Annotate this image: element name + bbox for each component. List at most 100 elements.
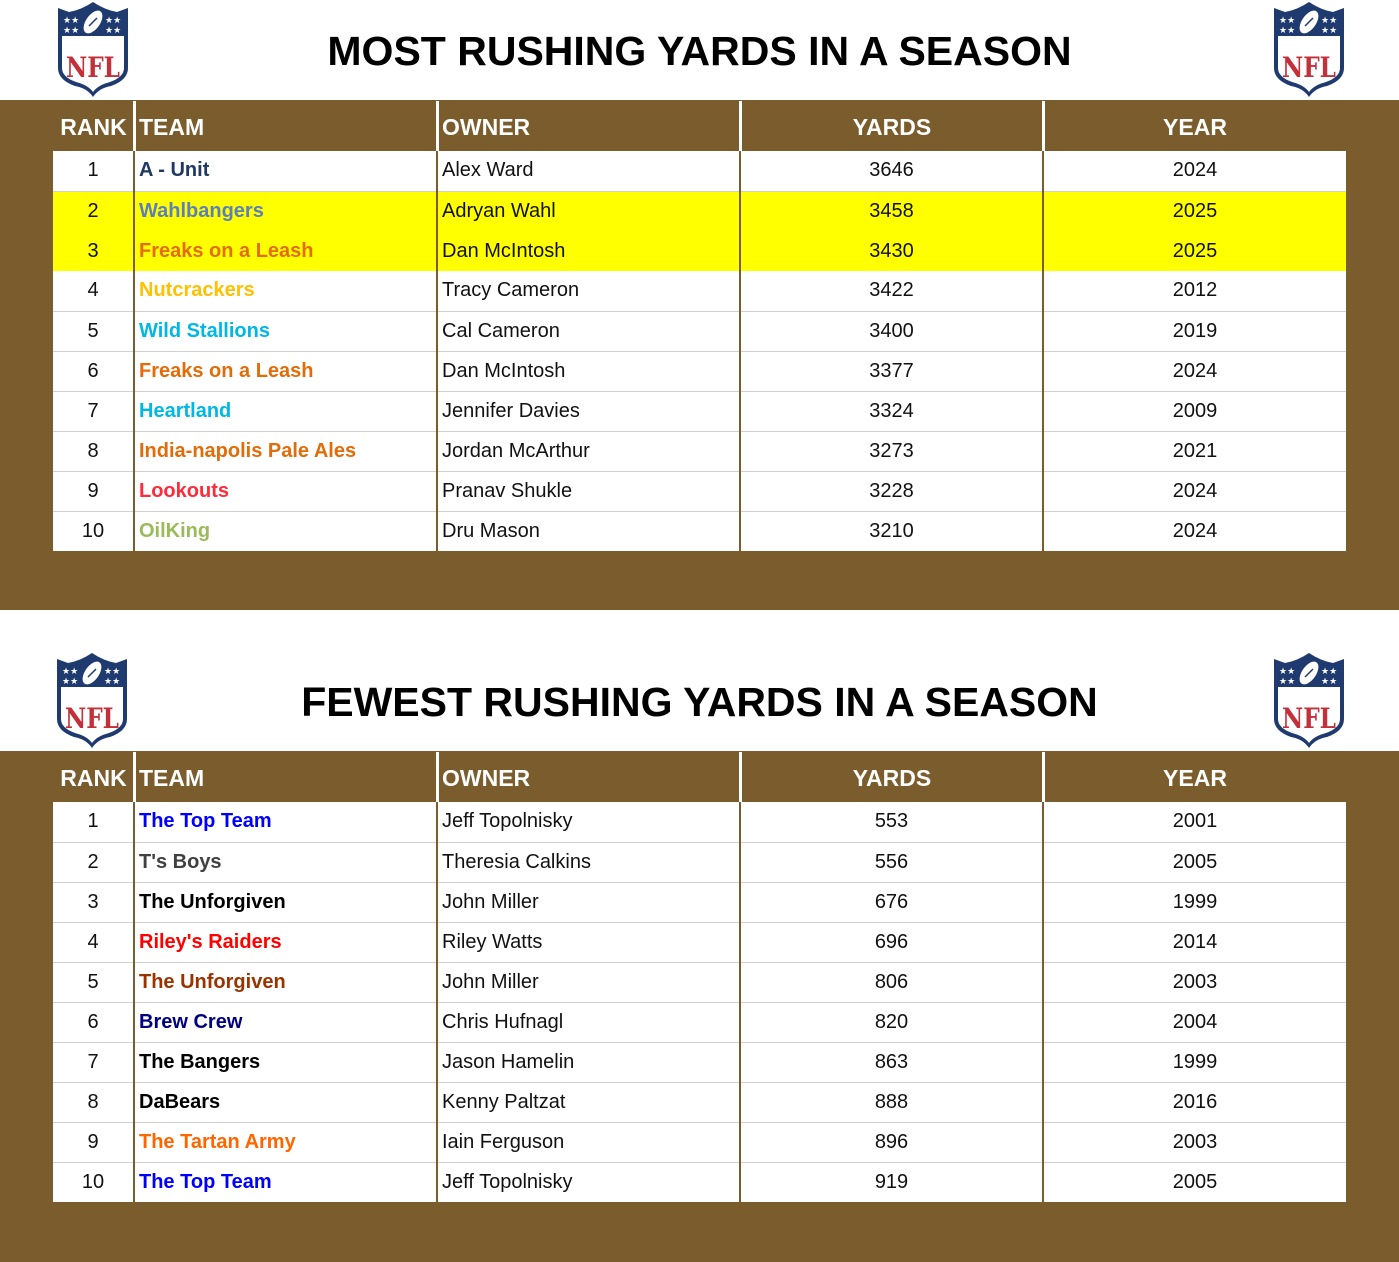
rank-cell[interactable]: 7: [53, 391, 135, 432]
rank-cell[interactable]: 2: [53, 191, 135, 231]
owner-cell[interactable]: John Miller: [437, 962, 741, 1003]
rank-cell[interactable]: 5: [53, 311, 135, 352]
year-cell[interactable]: 2016: [1043, 1082, 1346, 1123]
team-cell[interactable]: Lookouts: [134, 471, 438, 512]
owner-cell[interactable]: Jordan McArthur: [437, 431, 741, 472]
table-row[interactable]: 8 India-napolis Pale Ales Jordan McArthu…: [53, 431, 1346, 472]
owner-cell[interactable]: Alex Ward: [437, 151, 741, 192]
owner-cell[interactable]: Kenny Paltzat: [437, 1082, 741, 1123]
year-cell[interactable]: 2004: [1043, 1002, 1346, 1043]
yards-cell[interactable]: 820: [740, 1002, 1044, 1043]
table-row[interactable]: 7 Heartland Jennifer Davies 3324 2009: [53, 391, 1346, 432]
year-cell[interactable]: 2024: [1043, 351, 1346, 392]
owner-cell[interactable]: Dru Mason: [437, 511, 741, 551]
rank-cell[interactable]: 2: [53, 842, 135, 883]
year-cell[interactable]: 2005: [1043, 1162, 1346, 1202]
team-cell[interactable]: India-napolis Pale Ales: [134, 431, 438, 472]
yards-cell[interactable]: 919: [740, 1162, 1044, 1202]
rank-cell[interactable]: 5: [53, 962, 135, 1003]
table-row[interactable]: 9 The Tartan Army Iain Ferguson 896 2003: [53, 1122, 1346, 1163]
year-cell[interactable]: 2001: [1043, 802, 1346, 843]
year-cell[interactable]: 2021: [1043, 431, 1346, 472]
owner-cell[interactable]: Jason Hamelin: [437, 1042, 741, 1083]
column-header-yards[interactable]: YARDS: [852, 765, 932, 791]
team-cell[interactable]: The Unforgiven: [134, 962, 438, 1003]
column-header-year[interactable]: YEAR: [1163, 765, 1227, 791]
rank-cell[interactable]: 3: [53, 231, 135, 271]
rank-cell[interactable]: 10: [53, 1162, 135, 1202]
owner-cell[interactable]: Jennifer Davies: [437, 391, 741, 432]
rank-cell[interactable]: 8: [53, 431, 135, 472]
column-header-rank[interactable]: RANK: [60, 114, 127, 140]
table-row[interactable]: 8 DaBears Kenny Paltzat 888 2016: [53, 1082, 1346, 1123]
yards-cell[interactable]: 3273: [740, 431, 1044, 472]
team-cell[interactable]: Freaks on a Leash: [134, 351, 438, 392]
team-cell[interactable]: Nutcrackers: [134, 271, 438, 312]
table-row[interactable]: 3 Freaks on a Leash Dan McIntosh 3430 20…: [53, 231, 1346, 271]
rank-cell[interactable]: 3: [53, 882, 135, 923]
owner-cell[interactable]: Chris Hufnagl: [437, 1002, 741, 1043]
owner-cell[interactable]: Theresia Calkins: [437, 842, 741, 883]
column-header-team[interactable]: TEAM: [139, 114, 205, 140]
owner-cell[interactable]: Dan McIntosh: [437, 231, 741, 271]
owner-cell[interactable]: Riley Watts: [437, 922, 741, 963]
table-row[interactable]: 2 Wahlbangers Adryan Wahl 3458 2025: [53, 191, 1346, 231]
table-row[interactable]: 6 Freaks on a Leash Dan McIntosh 3377 20…: [53, 351, 1346, 392]
owner-cell[interactable]: Iain Ferguson: [437, 1122, 741, 1163]
table-row[interactable]: 4 Riley's Raiders Riley Watts 696 2014: [53, 922, 1346, 963]
team-cell[interactable]: Wahlbangers: [134, 191, 438, 231]
team-cell[interactable]: The Unforgiven: [134, 882, 438, 923]
table-row[interactable]: 7 The Bangers Jason Hamelin 863 1999: [53, 1042, 1346, 1083]
rank-cell[interactable]: 7: [53, 1042, 135, 1083]
year-cell[interactable]: 2012: [1043, 271, 1346, 312]
team-cell[interactable]: Brew Crew: [134, 1002, 438, 1043]
table-row[interactable]: 5 The Unforgiven John Miller 806 2003: [53, 962, 1346, 1003]
rank-cell[interactable]: 4: [53, 922, 135, 963]
table-row[interactable]: 6 Brew Crew Chris Hufnagl 820 2004: [53, 1002, 1346, 1043]
yards-cell[interactable]: 863: [740, 1042, 1044, 1083]
year-cell[interactable]: 2003: [1043, 1122, 1346, 1163]
year-cell[interactable]: 2024: [1043, 471, 1346, 512]
yards-cell[interactable]: 896: [740, 1122, 1044, 1163]
team-cell[interactable]: Wild Stallions: [134, 311, 438, 352]
owner-cell[interactable]: Tracy Cameron: [437, 271, 741, 312]
table-row[interactable]: 5 Wild Stallions Cal Cameron 3400 2019: [53, 311, 1346, 352]
yards-cell[interactable]: 3228: [740, 471, 1044, 512]
year-cell[interactable]: 2025: [1043, 231, 1346, 271]
rank-cell[interactable]: 6: [53, 1002, 135, 1043]
yards-cell[interactable]: 556: [740, 842, 1044, 883]
team-cell[interactable]: The Bangers: [134, 1042, 438, 1083]
team-cell[interactable]: Riley's Raiders: [134, 922, 438, 963]
team-cell[interactable]: The Top Team: [134, 1162, 438, 1202]
year-cell[interactable]: 2025: [1043, 191, 1346, 231]
owner-cell[interactable]: Dan McIntosh: [437, 351, 741, 392]
yards-cell[interactable]: 3430: [740, 231, 1044, 271]
table-row[interactable]: 4 Nutcrackers Tracy Cameron 3422 2012: [53, 271, 1346, 312]
table-row[interactable]: 10 The Top Team Jeff Topolnisky 919 2005: [53, 1162, 1346, 1202]
yards-cell[interactable]: 3422: [740, 271, 1044, 312]
team-cell[interactable]: DaBears: [134, 1082, 438, 1123]
team-cell[interactable]: A - Unit: [134, 151, 438, 192]
yards-cell[interactable]: 676: [740, 882, 1044, 923]
table-row[interactable]: 1 A - Unit Alex Ward 3646 2024: [53, 151, 1346, 192]
yards-cell[interactable]: 3458: [740, 191, 1044, 231]
owner-cell[interactable]: Jeff Topolnisky: [437, 802, 741, 843]
team-cell[interactable]: The Top Team: [134, 802, 438, 843]
table-row[interactable]: 3 The Unforgiven John Miller 676 1999: [53, 882, 1346, 923]
column-header-owner[interactable]: OWNER: [442, 114, 531, 140]
rank-cell[interactable]: 6: [53, 351, 135, 392]
table-row[interactable]: 10 OilKing Dru Mason 3210 2024: [53, 511, 1346, 551]
yards-cell[interactable]: 3646: [740, 151, 1044, 192]
year-cell[interactable]: 1999: [1043, 1042, 1346, 1083]
owner-cell[interactable]: Cal Cameron: [437, 311, 741, 352]
year-cell[interactable]: 2014: [1043, 922, 1346, 963]
yards-cell[interactable]: 3210: [740, 511, 1044, 551]
column-header-team[interactable]: TEAM: [139, 765, 205, 791]
year-cell[interactable]: 1999: [1043, 882, 1346, 923]
rank-cell[interactable]: 10: [53, 511, 135, 551]
rank-cell[interactable]: 1: [53, 802, 135, 843]
year-cell[interactable]: 2003: [1043, 962, 1346, 1003]
column-header-rank[interactable]: RANK: [60, 765, 127, 791]
table-row[interactable]: 9 Lookouts Pranav Shukle 3228 2024: [53, 471, 1346, 512]
year-cell[interactable]: 2024: [1043, 511, 1346, 551]
